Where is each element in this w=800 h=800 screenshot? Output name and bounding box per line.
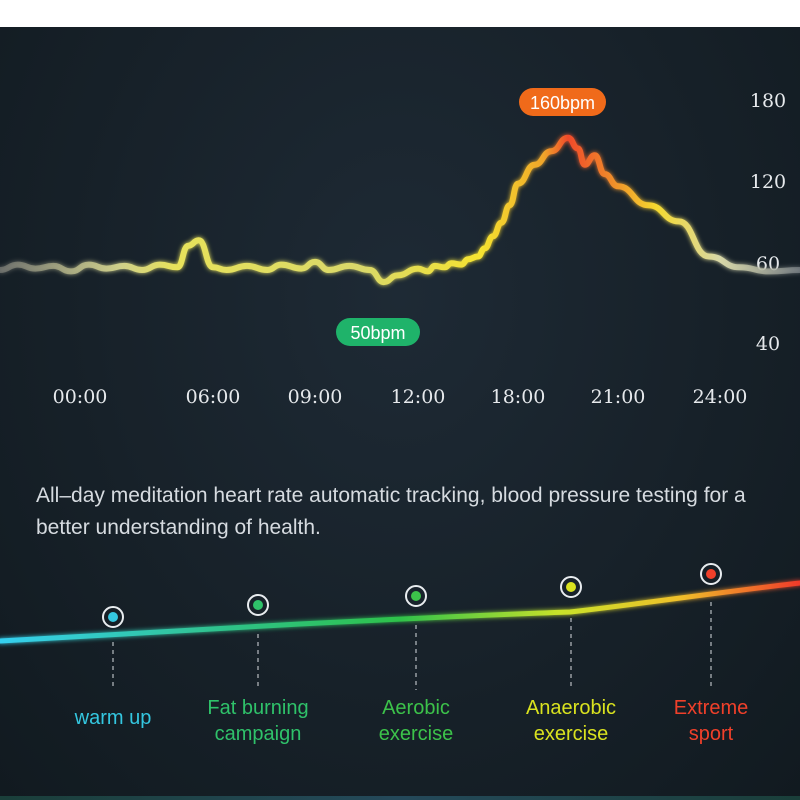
description-caption: All–day meditation heart rate automatic … — [36, 484, 746, 539]
zone-marker-dot — [706, 569, 716, 579]
zone-label-line: Anaerobic — [525, 697, 617, 719]
zone-bar — [0, 563, 800, 690]
zone-marker-ring — [405, 585, 427, 607]
y-tick-label: 180 — [750, 90, 786, 112]
x-tick-label: 18:00 — [491, 386, 546, 408]
heart-rate-panel — [0, 27, 800, 800]
max-badge: 160bpm — [519, 88, 606, 116]
x-tick-label: 21:00 — [591, 386, 646, 408]
zone-label-line: exercise — [533, 723, 609, 745]
bottom-strip — [0, 796, 800, 800]
max-badge-bg — [519, 88, 606, 116]
zone-label-line: warm up — [74, 707, 152, 729]
zone-label-line: Fat burning — [207, 697, 309, 719]
zone-gradient-line — [0, 580, 800, 644]
zone-label: warm up — [33, 705, 193, 731]
min-badge-bg — [336, 318, 420, 346]
zone-label-line: exercise — [378, 723, 454, 745]
y-tick-label: 120 — [750, 171, 786, 193]
zone-label: Fat burning campaign — [178, 695, 338, 747]
max-badge-label: 160bpm — [530, 93, 595, 113]
zone-label-line: sport — [688, 723, 734, 745]
zone-label: Anaerobic exercise — [491, 695, 651, 747]
y-tick-label: 40 — [756, 333, 780, 355]
zone-label-line: Aerobic — [382, 697, 450, 719]
zone-label: Aerobic exercise — [336, 695, 496, 747]
zone-label-line: Extreme — [673, 697, 749, 719]
zone-marker-dot — [108, 612, 118, 622]
zone-marker-dot — [253, 600, 263, 610]
zone-marker-dot — [411, 591, 421, 601]
zone-label-line: campaign — [214, 723, 302, 745]
min-badge: 50bpm — [336, 318, 420, 346]
x-tick-label: 12:00 — [391, 386, 446, 408]
x-tick-label: 09:00 — [288, 386, 343, 408]
zone-marker-dot — [566, 582, 576, 592]
x-axis-ticks: 00:00 06:00 09:00 12:00 18:00 21:00 24:00 — [53, 386, 748, 408]
x-tick-label: 24:00 — [693, 386, 748, 408]
zone-marker-ring — [247, 594, 269, 616]
zone-label: Extreme sport — [631, 695, 791, 747]
zone-marker-ring — [560, 576, 582, 598]
x-tick-label: 06:00 — [186, 386, 241, 408]
x-tick-label: 00:00 — [53, 386, 108, 408]
zone-marker-ring — [102, 606, 124, 628]
heart-rate-line — [0, 134, 800, 286]
zone-marker-ring — [700, 563, 722, 585]
min-badge-label: 50bpm — [350, 323, 405, 343]
